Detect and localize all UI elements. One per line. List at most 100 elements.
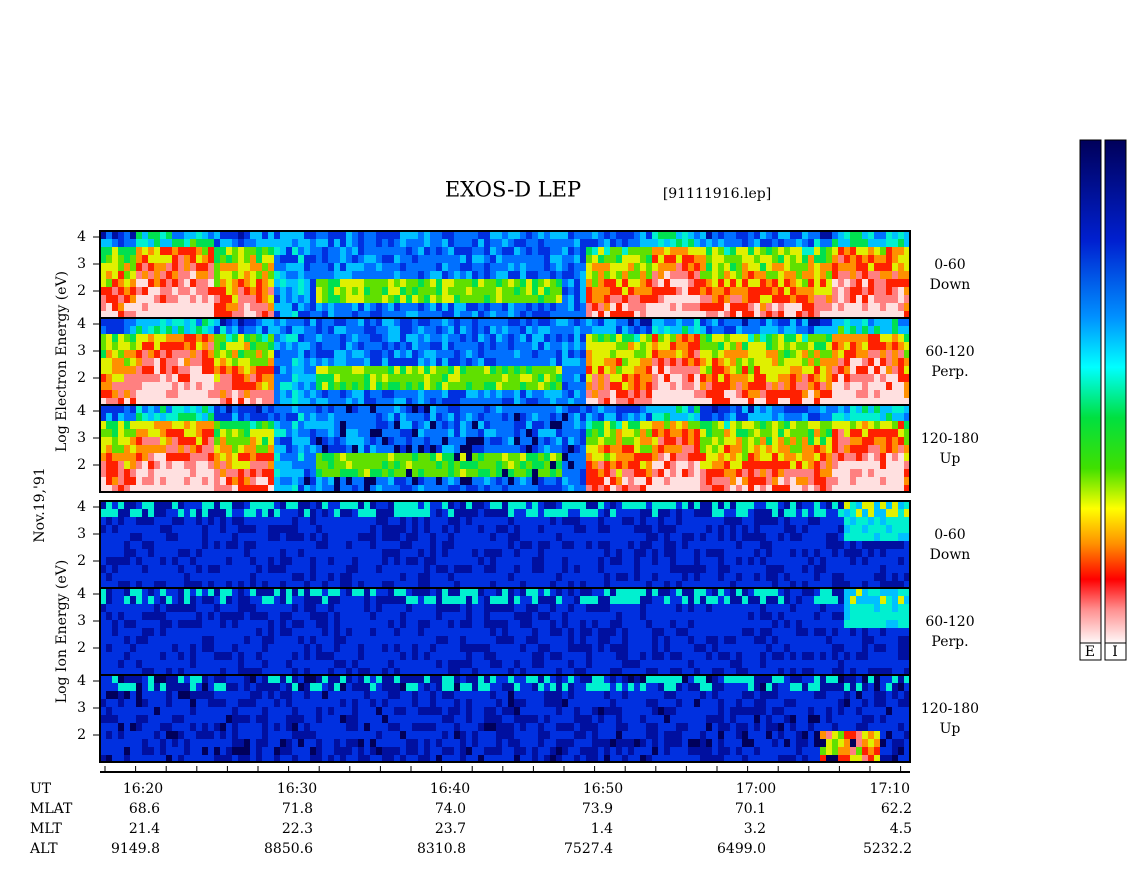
spectrogram-cell [502,453,508,461]
spectrogram-cell [556,342,562,350]
spectrogram-cell [544,469,550,477]
spectrogram-cell [586,413,592,421]
spectrogram-cell [292,573,298,581]
spectrogram-cell [772,350,778,358]
spectrogram-cell [400,311,406,318]
spectrogram-cell [238,303,244,311]
spectrogram-cell [292,311,298,318]
spectrogram-cell [460,445,466,453]
spectrogram-cell [682,390,688,398]
spectrogram-cell [376,557,382,565]
spectrogram-cell [622,469,628,477]
spectrogram-cell [820,326,826,334]
spectrogram-cell [220,255,226,263]
spectrogram-cell [856,271,862,279]
spectrogram-cell [664,311,670,318]
spectrogram-cell [154,501,160,509]
spectrogram-cell [292,398,298,405]
spectrogram-cell [250,263,256,271]
spectrogram-cell [790,405,796,413]
spectrogram-cell [364,342,370,350]
spectrogram-cell [244,565,250,573]
spectrogram-cell [100,326,106,334]
spectrogram-cell [274,557,280,565]
spectrogram-cell [340,421,346,429]
spectrogram-cell [262,390,268,398]
spectrogram-cell [322,557,328,565]
spectrogram-cell [754,350,760,358]
spectrogram-cell [100,263,106,271]
spectrogram-cell [586,453,592,461]
spectrogram-cell [874,318,880,326]
spectrogram-cell [604,390,610,398]
spectrogram-cell [340,350,346,358]
spectrogram-cell [226,565,232,573]
spectrogram-cell [676,342,682,350]
spectrogram-cell [184,453,190,461]
spectrogram-cell [742,461,748,469]
spectrogram-cell [310,445,316,453]
spectrogram-cell [286,295,292,303]
spectrogram-cell [496,477,502,485]
spectrogram-cell [682,342,688,350]
spectrogram-cell [352,247,358,255]
spectrogram-cell [574,239,580,247]
spectrogram-cell [568,239,574,247]
spectrogram-cell [766,390,772,398]
spectrogram-cell [358,311,364,318]
spectrogram-cell [274,263,280,271]
spectrogram-cell [196,461,202,469]
spectrogram-cell [772,303,778,311]
spectrogram-cell [232,318,238,326]
spectrogram-cell [226,517,232,525]
spectrogram-cell [508,421,514,429]
spectrogram-cell [472,421,478,429]
spectrogram-cell [664,374,670,382]
spectrogram-cell [544,318,550,326]
spectrogram-cell [748,342,754,350]
spectrogram-cell [802,350,808,358]
spectrogram-cell [466,255,472,263]
spectrogram-cell [226,342,232,350]
spectrogram-cell [142,239,148,247]
spectrogram-cell [328,477,334,485]
spectrogram-cell [208,429,214,437]
spectrogram-cell [772,453,778,461]
spectrogram-cell [574,405,580,413]
spectrogram-cell [310,239,316,247]
spectrogram-cell [142,342,148,350]
spectrogram-cell [148,405,154,413]
spectrogram-cell [118,501,124,509]
spectrogram-cell [112,557,118,565]
spectrogram-cell [598,421,604,429]
spectrogram-cell [454,477,460,485]
spectrogram-cell [472,263,478,271]
spectrogram-cell [520,413,526,421]
spectrogram-cell [520,279,526,287]
spectrogram-cell [190,533,196,541]
spectrogram-cell [886,358,892,366]
spectrogram-cell [538,398,544,405]
spectrogram-cell [610,247,616,255]
spectrogram-cell [118,271,124,279]
spectrogram-cell [802,405,808,413]
spectrogram-cell [622,429,628,437]
spectrogram-cell [352,461,358,469]
spectrogram-cell [832,255,838,263]
spectrogram-cell [478,445,484,453]
spectrogram-cell [286,255,292,263]
spectrogram-cell [712,311,718,318]
spectrogram-cell [400,398,406,405]
spectrogram-cell [772,477,778,485]
spectrogram-cell [772,445,778,453]
spectrogram-cell [610,366,616,374]
spectrogram-cell [850,358,856,366]
spectrogram-cell [676,413,682,421]
spectrogram-cell [496,429,502,437]
spectrogram-cell [466,326,472,334]
spectrogram-cell [472,279,478,287]
spectrogram-cell [496,326,502,334]
spectrogram-cell [652,350,658,358]
spectrogram-cell [124,541,130,549]
spectrogram-cell [454,453,460,461]
